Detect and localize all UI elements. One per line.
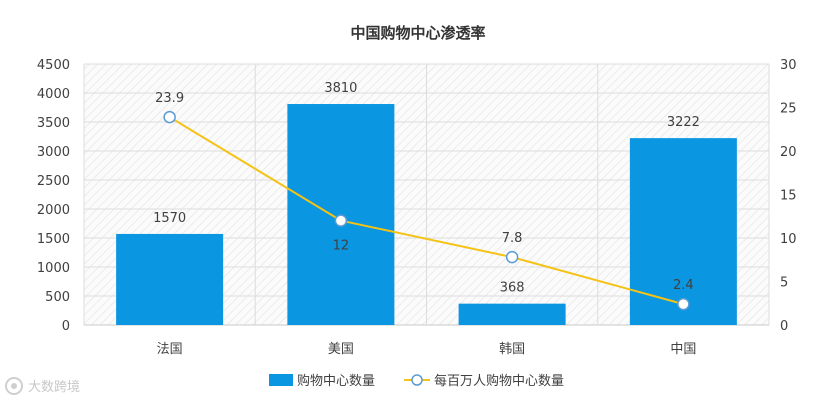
right-axis: 0 5 10 15 20 25 30 bbox=[780, 58, 797, 334]
line-value-label: 7.8 bbox=[502, 231, 523, 246]
left-axis: 0 500 1000 1500 2000 2500 3000 3500 4000 4500 bbox=[37, 58, 70, 334]
left-tick-label: 4000 bbox=[37, 87, 70, 102]
line-value-label: 12 bbox=[333, 239, 350, 254]
line-value-label: 23.9 bbox=[155, 91, 184, 106]
left-tick-label: 1000 bbox=[37, 261, 70, 276]
left-tick-label: 2500 bbox=[37, 174, 70, 189]
watermark-logo-dot bbox=[11, 383, 17, 389]
line-path bbox=[169, 116, 684, 306]
legend-line-marker bbox=[411, 374, 423, 386]
legend: 购物中心数量 每百万人购物中心数量 bbox=[269, 373, 564, 389]
bar bbox=[629, 138, 737, 325]
watermark: 大数跨境 bbox=[5, 377, 80, 395]
left-tick-label: 3000 bbox=[37, 145, 70, 160]
right-tick-label: 5 bbox=[780, 276, 788, 291]
line-point bbox=[163, 110, 176, 124]
bar-value-label: 3222 bbox=[667, 115, 700, 130]
right-tick-label: 10 bbox=[780, 232, 797, 247]
line-point bbox=[334, 214, 348, 227]
right-tick-label: 25 bbox=[780, 102, 797, 117]
chart-title: 中国购物中心渗透率 bbox=[350, 24, 485, 42]
left-tick-label: 3500 bbox=[37, 116, 70, 131]
right-tick-label: 15 bbox=[780, 189, 797, 204]
line-series: 23.9 12 7.8 2.4 bbox=[155, 91, 694, 311]
left-tick-label: 0 bbox=[62, 319, 70, 334]
watermark-logo-icon bbox=[5, 377, 23, 395]
x-tick-label: 美国 bbox=[328, 342, 354, 357]
line-value-label: 2.4 bbox=[673, 278, 694, 293]
right-tick-label: 20 bbox=[780, 145, 797, 160]
x-axis: 法国 美国 韩国 中国 bbox=[157, 342, 697, 357]
left-tick-label: 1500 bbox=[37, 232, 70, 247]
left-tick-label: 2000 bbox=[37, 203, 70, 218]
right-tick-label: 0 bbox=[780, 319, 788, 334]
watermark-text: 大数跨境 bbox=[28, 380, 80, 395]
left-tick-label: 4500 bbox=[37, 58, 70, 73]
line-point bbox=[505, 250, 519, 264]
bar bbox=[458, 303, 566, 325]
right-tick-label: 30 bbox=[780, 58, 797, 73]
left-tick-label: 500 bbox=[45, 290, 70, 305]
bar bbox=[116, 233, 224, 325]
legend-bar-label: 购物中心数量 bbox=[297, 373, 375, 389]
bar-value-label: 1570 bbox=[153, 211, 186, 226]
x-tick-label: 法国 bbox=[157, 342, 183, 357]
x-tick-label: 韩国 bbox=[499, 342, 525, 357]
bar-value-label: 368 bbox=[500, 281, 525, 296]
legend-bar-swatch bbox=[269, 374, 293, 386]
bar-value-label: 3810 bbox=[324, 81, 357, 96]
x-tick-label: 中国 bbox=[670, 342, 696, 357]
line-point bbox=[677, 297, 690, 311]
legend-line-label: 每百万人购物中心数量 bbox=[434, 373, 564, 389]
